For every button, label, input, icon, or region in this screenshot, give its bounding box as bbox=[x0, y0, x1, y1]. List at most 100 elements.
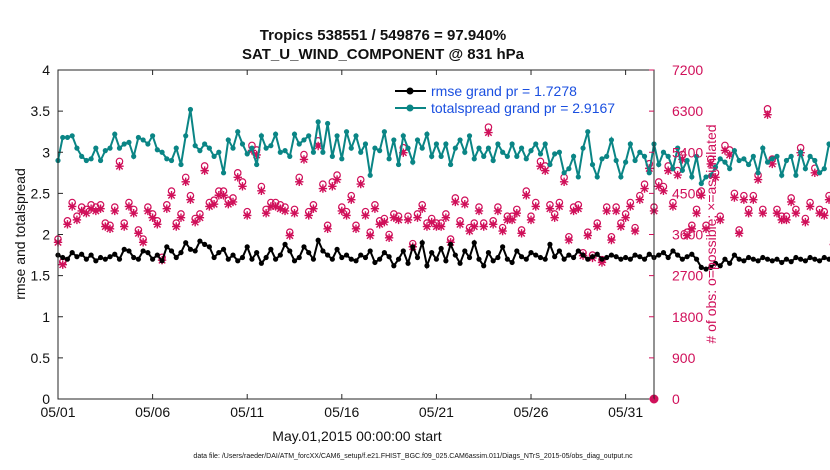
totalspread-point bbox=[159, 149, 165, 155]
rmse-point bbox=[443, 258, 449, 264]
totalspread-point bbox=[291, 131, 298, 137]
totalspread-point bbox=[656, 161, 662, 168]
obs-assimilated-point bbox=[559, 177, 569, 187]
obs-assimilated-point bbox=[257, 186, 266, 195]
totalspread-point bbox=[632, 157, 638, 164]
totalspread-point bbox=[216, 149, 222, 155]
obs-assimilated-point bbox=[824, 195, 830, 204]
rmse-point bbox=[675, 252, 681, 258]
rmse-point bbox=[769, 258, 775, 264]
totalspread-point bbox=[277, 149, 283, 155]
obs-assimilated-point bbox=[361, 211, 370, 220]
totalspread-point bbox=[580, 145, 586, 151]
obs-assimilated-point bbox=[375, 220, 384, 229]
totalspread-point bbox=[386, 156, 392, 162]
obs-assimilated-point bbox=[668, 202, 678, 211]
rmse-point bbox=[438, 245, 444, 252]
obs-assimilated-point bbox=[205, 202, 214, 211]
rmse-point bbox=[329, 256, 335, 262]
totalspread-point bbox=[537, 151, 544, 157]
rmse-point bbox=[689, 251, 695, 257]
rmse-point bbox=[518, 254, 525, 260]
rmse-point bbox=[712, 260, 719, 266]
legend-rmse-marker bbox=[406, 87, 414, 95]
obs-assimilated-point bbox=[110, 206, 119, 216]
totalspread-point bbox=[552, 151, 558, 157]
obs-assimilated-point bbox=[451, 197, 460, 207]
obs-assimilated-point bbox=[498, 226, 507, 236]
totalspread-point bbox=[296, 141, 302, 147]
obs-assimilated-point bbox=[214, 191, 224, 200]
rmse-point bbox=[561, 256, 567, 262]
rmse-point bbox=[230, 252, 236, 258]
totalspread-point bbox=[135, 134, 142, 141]
obs-assimilated-point bbox=[701, 224, 711, 234]
totalspread-point bbox=[807, 153, 813, 159]
rmse-point bbox=[537, 254, 544, 261]
rmse-point bbox=[580, 252, 586, 258]
rmse-point bbox=[291, 258, 298, 264]
rmse-point bbox=[793, 254, 799, 261]
totalspread-point bbox=[282, 148, 288, 154]
obs-assimilated-point bbox=[692, 208, 701, 218]
x-tick-label: 05/11 bbox=[230, 404, 264, 420]
obs-assimilated-point bbox=[101, 222, 110, 231]
obs-assimilated-point bbox=[436, 222, 446, 231]
totalspread-point bbox=[362, 141, 369, 147]
obs-assimilated-point bbox=[422, 222, 432, 231]
rmse-point bbox=[239, 254, 246, 261]
rmse-point bbox=[258, 260, 264, 266]
totalspread-point bbox=[717, 156, 723, 162]
y2-tick-label: 6300 bbox=[672, 103, 703, 119]
totalspread-point bbox=[325, 120, 331, 127]
totalspread-point bbox=[102, 148, 108, 154]
totalspread-point bbox=[419, 145, 425, 151]
obs-assimilated-point bbox=[276, 204, 285, 213]
obs-assimilated-point bbox=[574, 204, 583, 213]
obs-assimilated-point bbox=[148, 213, 157, 222]
totalspread-point bbox=[500, 149, 506, 155]
obs-assimilated-point bbox=[697, 191, 706, 200]
totalspread-point bbox=[348, 145, 354, 151]
obs-assimilated-point bbox=[493, 206, 503, 216]
rmse-point bbox=[627, 256, 633, 262]
obs-assimilated-point bbox=[602, 206, 611, 216]
rmse-point bbox=[131, 254, 137, 261]
obs-assimilated-point bbox=[138, 238, 148, 247]
obs-assimilated-point bbox=[252, 150, 261, 160]
rmse-point bbox=[552, 254, 558, 260]
obs-assimilated-point bbox=[399, 148, 408, 157]
rmse-point bbox=[348, 256, 354, 262]
totalspread-point bbox=[272, 131, 279, 137]
totalspread-point bbox=[755, 170, 761, 176]
totalspread-point bbox=[665, 153, 671, 159]
legend-totalspread-marker bbox=[406, 104, 414, 112]
totalspread-point bbox=[703, 174, 709, 180]
rmse-point bbox=[102, 256, 108, 262]
obs-assimilated-point bbox=[77, 206, 86, 216]
obs-assimilated-point bbox=[711, 173, 720, 182]
y-tick-label: 4 bbox=[42, 62, 50, 78]
rmse-point bbox=[755, 258, 761, 264]
rmse-point bbox=[325, 252, 331, 258]
obs-assimilated-point bbox=[815, 208, 824, 218]
obs-assimilated-point bbox=[105, 224, 115, 234]
rmse-point bbox=[296, 254, 302, 261]
obs-assimilated-point bbox=[365, 231, 375, 240]
totalspread-point bbox=[727, 166, 733, 172]
obs-assimilated-point bbox=[143, 206, 153, 216]
rmse-point bbox=[358, 252, 364, 258]
totalspread-point bbox=[140, 137, 146, 143]
obs-assimilated-point bbox=[791, 208, 801, 218]
y2-tick-label: 5400 bbox=[672, 144, 703, 160]
rmse-point bbox=[145, 249, 151, 256]
totalspread-point bbox=[585, 129, 591, 135]
x-tick-label: 05/21 bbox=[419, 404, 454, 420]
rmse-point bbox=[471, 240, 477, 246]
rmse-point bbox=[608, 252, 615, 258]
rmse-point bbox=[566, 252, 572, 258]
obs-assimilated-point bbox=[347, 195, 356, 204]
rmse-point bbox=[727, 260, 733, 266]
totalspread-point bbox=[235, 129, 241, 135]
totalspread-point bbox=[589, 161, 596, 168]
